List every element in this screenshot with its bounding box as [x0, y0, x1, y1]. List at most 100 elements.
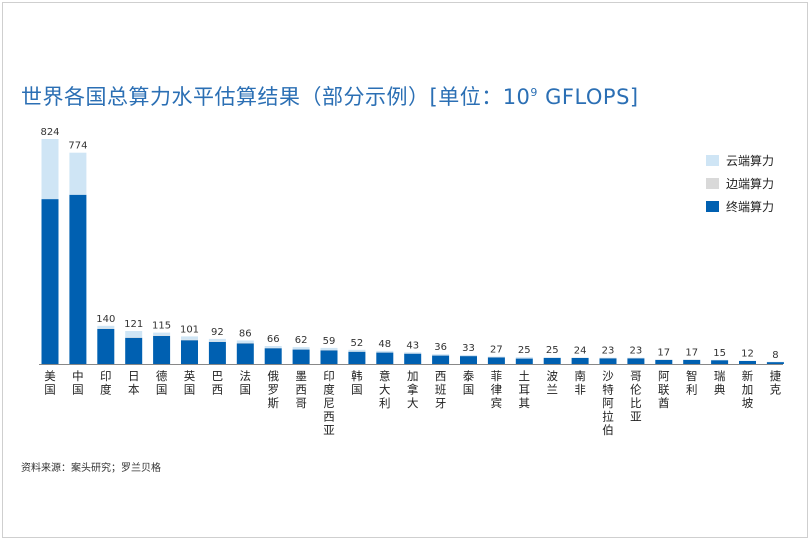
category-label: 印度	[100, 369, 112, 397]
bar-segment-cloud	[376, 350, 394, 353]
bar-segment-cloud	[41, 139, 59, 200]
legend-swatch-edge	[706, 177, 719, 189]
category-label: 美国	[44, 369, 56, 397]
bar-segment-cloud	[320, 347, 338, 351]
category-label: 意大利	[379, 369, 391, 410]
bar-segment-edge	[181, 339, 198, 341]
bar-segment-terminal	[69, 194, 87, 364]
legend-item-edge: 边端算力	[706, 176, 775, 191]
category-label: 德国	[156, 369, 168, 397]
value-label: 17	[657, 347, 670, 358]
bar-segment-cloud	[97, 325, 115, 329]
bar-segment-cloud	[153, 332, 171, 336]
value-label: 52	[351, 338, 364, 349]
bar-segment-cloud	[236, 340, 254, 343]
value-label: 27	[490, 345, 503, 356]
bar-segment-edge	[236, 343, 254, 344]
category-label: 南非	[574, 369, 586, 397]
bar-segment-terminal	[599, 358, 617, 364]
legend-item-terminal: 终端算力	[706, 199, 775, 214]
value-label: 86	[239, 329, 252, 340]
value-label: 15	[713, 348, 726, 359]
category-label: 泰国	[463, 369, 475, 397]
value-label: 62	[295, 335, 308, 346]
bar-segment-terminal	[348, 351, 366, 364]
legend-label-terminal: 终端算力	[726, 199, 775, 214]
bar-segment-cloud	[208, 338, 226, 342]
bar-segment-cloud	[404, 352, 422, 354]
title-exponent: 9	[530, 86, 538, 99]
bar-segment-edge	[125, 337, 143, 338]
value-label: 33	[462, 343, 475, 354]
title-unit: GFLOPS]	[537, 85, 639, 109]
bar-segment-terminal	[41, 199, 59, 364]
bar-segment-cloud	[348, 349, 366, 352]
bar-segment-terminal	[543, 358, 561, 364]
value-label: 66	[267, 334, 280, 345]
legend-item-cloud: 云端算力	[706, 153, 775, 168]
bar-segment-cloud	[543, 357, 561, 358]
value-label: 17	[685, 347, 698, 358]
bar-segment-cloud	[487, 356, 505, 358]
bar-segment-terminal	[320, 350, 338, 364]
source-note: 资料来源：案头研究；罗兰贝格	[21, 463, 161, 474]
bar-segment-terminal	[766, 362, 784, 364]
bar-segment-terminal	[655, 359, 673, 364]
bar-segment-terminal	[515, 358, 533, 364]
category-label: 土耳其	[519, 369, 531, 410]
value-label: 101	[180, 324, 199, 335]
category-label: 菲律宾	[491, 369, 503, 410]
category-label: 西班牙	[435, 369, 447, 410]
value-label: 23	[602, 346, 615, 357]
legend-swatch-cloud	[706, 154, 719, 166]
bar-segment-edge	[97, 328, 115, 329]
category-label: 印度尼西亚	[323, 369, 335, 437]
value-label: 824	[40, 127, 59, 138]
category-label: 哥伦比亚	[630, 369, 642, 424]
bar-segment-edge	[153, 335, 171, 336]
category-label: 沙特阿拉伯	[602, 369, 614, 437]
value-label: 92	[211, 327, 224, 338]
bar-segment-terminal	[125, 337, 143, 364]
value-label: 25	[518, 345, 531, 356]
category-label: 捷克	[770, 369, 782, 397]
bar-segment-edge	[208, 341, 226, 342]
bar-segment-terminal	[739, 361, 756, 364]
value-label: 23	[630, 346, 643, 357]
chart-title: 世界各国总算力水平估算结果（部分示例）[单位：109 GFLOPS]	[21, 81, 639, 111]
bar-segment-terminal	[181, 340, 198, 364]
value-label: 59	[323, 336, 336, 347]
value-label: 48	[378, 339, 391, 350]
category-label: 智利	[686, 369, 698, 397]
category-label: 日本	[128, 369, 140, 397]
category-label: 法国	[240, 369, 252, 397]
legend-label-edge: 边端算力	[726, 176, 775, 191]
bar-segment-terminal	[97, 329, 115, 364]
category-label: 墨西哥	[295, 369, 307, 410]
bar-segment-cloud	[125, 331, 143, 338]
bar-segment-cloud	[515, 357, 533, 359]
category-label: 新加坡	[742, 369, 754, 410]
legend-swatch-terminal	[706, 200, 719, 212]
value-label: 115	[152, 321, 171, 332]
value-label: 774	[68, 141, 87, 152]
category-label: 俄罗斯	[267, 369, 279, 410]
legend-label-cloud: 云端算力	[726, 153, 775, 168]
bar-segment-terminal	[627, 358, 645, 364]
bar-segment-terminal	[236, 343, 254, 364]
bar-segment-terminal	[711, 360, 729, 364]
bar-segment-terminal	[208, 341, 226, 364]
bar-segment-cloud	[460, 355, 477, 356]
bar-segment-terminal	[404, 353, 422, 364]
category-label: 韩国	[351, 369, 363, 397]
bar-segment-terminal	[683, 359, 701, 364]
bar-segment-cloud	[432, 354, 450, 356]
category-label: 英国	[184, 369, 196, 397]
bar-segment-terminal	[376, 352, 394, 364]
bar-segment-terminal	[292, 349, 310, 364]
value-label: 140	[96, 314, 115, 325]
